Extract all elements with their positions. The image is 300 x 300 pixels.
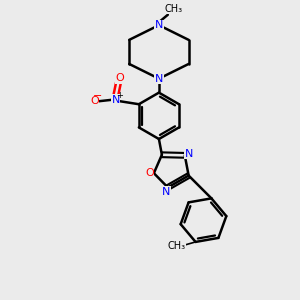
Text: −: −	[93, 91, 103, 101]
Text: N: N	[155, 74, 163, 84]
Text: O: O	[116, 74, 124, 83]
Text: N: N	[185, 149, 194, 159]
Text: N: N	[155, 20, 163, 30]
Text: N: N	[162, 187, 170, 197]
Text: O: O	[90, 96, 99, 106]
Text: N: N	[112, 95, 120, 105]
Text: CH₃: CH₃	[167, 242, 185, 251]
Text: O: O	[145, 168, 154, 178]
Text: +: +	[116, 91, 123, 100]
Text: CH₃: CH₃	[165, 4, 183, 14]
